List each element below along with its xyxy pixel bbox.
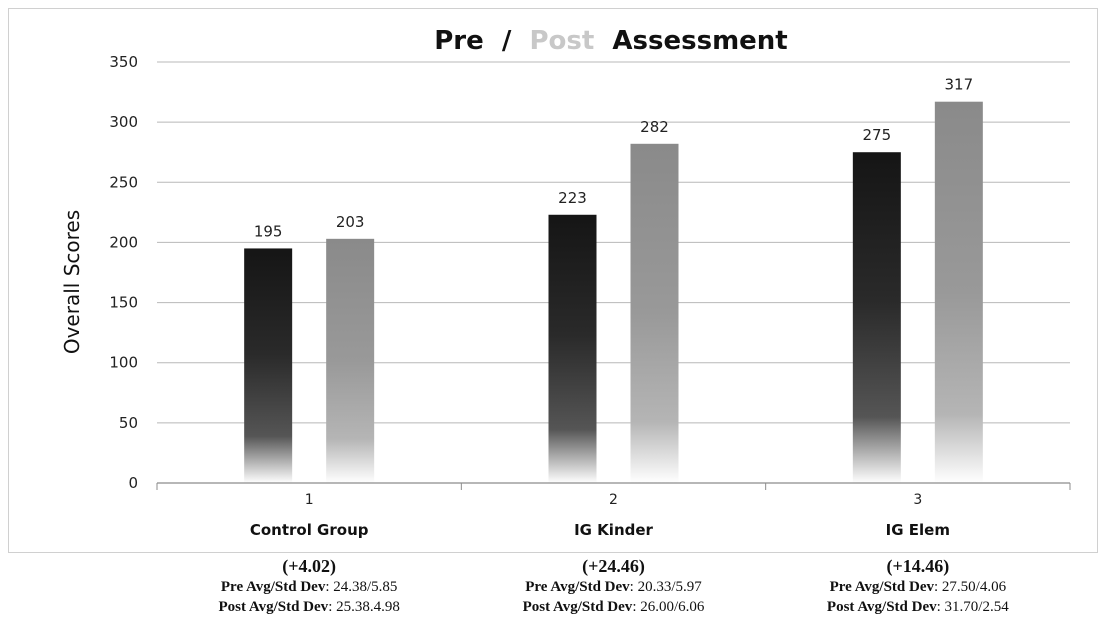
post-stats-value: : 25.38.4.98 xyxy=(328,599,400,615)
data-label: 275 xyxy=(863,126,892,144)
y-tick-label: 350 xyxy=(109,53,138,71)
pre-stats-value: : 27.50/4.06 xyxy=(934,579,1007,595)
data-label: 195 xyxy=(254,222,283,240)
post-stats-value: : 26.00/6.06 xyxy=(632,599,705,615)
pre-stats-label: Pre Avg/Std Dev xyxy=(829,579,934,595)
y-tick-label: 250 xyxy=(109,173,138,191)
y-tick-label: 50 xyxy=(119,414,138,432)
y-tick-label: 0 xyxy=(128,474,138,492)
title-part-post: Post xyxy=(511,26,594,56)
data-label: 223 xyxy=(558,189,587,207)
post-stats-line: Post Avg/Std Dev: 26.00/6.06 xyxy=(469,597,759,617)
group-stats-1: (+4.02) Pre Avg/Std Dev: 24.38/5.85 Post A… xyxy=(164,556,454,617)
bar-post xyxy=(326,238,375,483)
bar-post xyxy=(934,101,983,484)
pre-stats-line: Pre Avg/Std Dev: 20.33/5.97 xyxy=(469,577,759,597)
data-label: 317 xyxy=(945,76,974,94)
x-tick-index: 2 xyxy=(609,492,618,508)
bar-pre xyxy=(852,152,901,483)
bar-pre xyxy=(244,248,293,483)
y-tick-label: 300 xyxy=(109,113,138,131)
title-part-pre: Pre xyxy=(434,26,484,56)
chart-title-text: Pre / Post Assessment xyxy=(434,26,788,56)
group-stats-2: (+24.46) Pre Avg/Std Dev: 20.33/5.97 Post … xyxy=(469,556,759,617)
group-stats-3: (+14.46) Pre Avg/Std Dev: 27.50/4.06 Post … xyxy=(773,556,1063,617)
bar-pre xyxy=(548,214,597,483)
post-stats-label: Post Avg/Std Dev xyxy=(218,599,329,615)
x-category-name: IG Elem xyxy=(886,521,950,539)
post-stats-line: Post Avg/Std Dev: 31.70/2.54 xyxy=(773,597,1063,617)
post-stats-label: Post Avg/Std Dev xyxy=(522,599,633,615)
title-part-slash: / xyxy=(484,26,512,56)
x-category-name: Control Group xyxy=(250,521,369,539)
pre-stats-line: Pre Avg/Std Dev: 27.50/4.06 xyxy=(773,577,1063,597)
post-stats-label: Post Avg/Std Dev xyxy=(826,599,937,615)
score-change: (+24.46) xyxy=(582,556,645,576)
title-part-assessment: Assessment xyxy=(594,26,787,56)
score-change: (+4.02) xyxy=(282,556,337,576)
y-axis-label: Overall Scores xyxy=(60,210,84,354)
data-label: 282 xyxy=(640,118,669,136)
y-axis-ticks: 0 50 100 150 200 250 300 350 xyxy=(109,53,138,492)
gridlines xyxy=(157,61,1070,424)
post-stats-value: : 31.70/2.54 xyxy=(936,599,1009,615)
data-labels: 195 203 223 282 275 317 xyxy=(254,76,973,241)
bar-post xyxy=(630,143,679,483)
pre-stats-value: : 20.33/5.97 xyxy=(629,579,702,595)
y-tick-label: 150 xyxy=(109,294,138,312)
post-stats-line: Post Avg/Std Dev: 25.38.4.98 xyxy=(164,597,454,617)
x-tick-index: 3 xyxy=(913,492,922,508)
x-axis: 1 Control Group 2 IG Kinder 3 IG Elem xyxy=(156,482,1071,539)
pre-stats-label: Pre Avg/Std Dev xyxy=(525,579,630,595)
x-category-name: IG Kinder xyxy=(574,521,653,539)
pre-stats-value: : 24.38/5.85 xyxy=(325,579,398,595)
bars xyxy=(244,101,983,484)
y-tick-label: 200 xyxy=(109,233,138,251)
y-tick-label: 100 xyxy=(109,354,138,372)
pre-stats-label: Pre Avg/Std Dev xyxy=(220,579,326,595)
data-label: 203 xyxy=(336,213,365,231)
pre-stats-line: Pre Avg/Std Dev: 24.38/5.85 xyxy=(164,577,454,597)
bar-chart: Pre / Post Assessment 0 50 100 150 200 250 300… xyxy=(60,26,1071,539)
chart-title: Pre / Post Assessment xyxy=(434,26,788,56)
x-tick-index: 1 xyxy=(305,492,314,508)
score-change: (+14.46) xyxy=(886,556,950,576)
